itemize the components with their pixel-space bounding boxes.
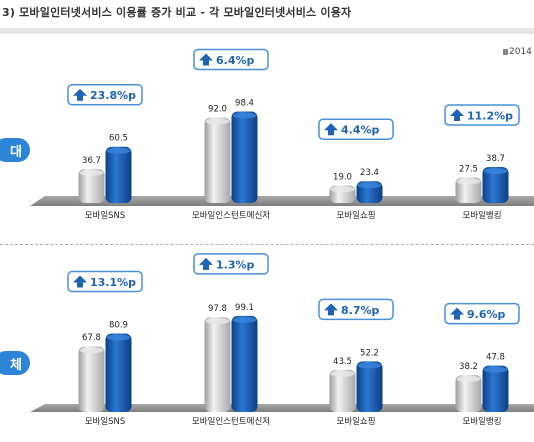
bar-top-cap [456, 375, 481, 382]
bar-series-2 [105, 333, 132, 412]
value-label: 97.8 [208, 304, 227, 314]
bar-series-1 [204, 117, 231, 203]
value-label: 92.0 [208, 104, 227, 114]
value-label: 99.1 [235, 303, 254, 313]
chart-title: 3) 모바일인터넷서비스 이용률 증가 비교 - 각 모바일인터넷서비스 이용자 [2, 6, 352, 19]
increase-bubble: 9.6%p [444, 302, 520, 325]
category-label: 모바일인스턴트메신저 [192, 210, 270, 221]
increase-bubble: 11.2%p [444, 104, 520, 126]
bar-series-2 [482, 365, 509, 412]
bar-series-1 [78, 168, 105, 203]
bar-top-cap [232, 112, 257, 119]
value-label: 67.8 [82, 333, 101, 343]
panel-divider [0, 244, 534, 245]
increase-bubble: 4.4%p [318, 118, 394, 140]
bar-top-cap [232, 316, 257, 323]
bar-top-cap [330, 370, 355, 377]
value-label: 38.2 [459, 362, 478, 372]
group-tag-top: 대 [0, 138, 30, 162]
up-arrow-icon [324, 303, 338, 316]
up-arrow-icon [324, 123, 338, 136]
value-label: 43.5 [333, 357, 352, 367]
value-label: 98.4 [235, 98, 254, 108]
bar-top-cap [79, 169, 104, 176]
bar-top-cap [205, 118, 230, 125]
category-label: 모바일인스턴트메신저 [192, 416, 270, 427]
bar-top-cap [106, 334, 131, 341]
increase-label: 23.8%p [90, 89, 136, 102]
value-label: 52.2 [360, 348, 379, 358]
bar-series-2 [231, 315, 258, 412]
value-label: 23.4 [360, 168, 379, 178]
up-arrow-icon [73, 88, 87, 101]
bar-series-1 [78, 346, 105, 412]
chart-floor [30, 196, 534, 206]
increase-label: 11.2%p [467, 110, 513, 123]
bubble-box [318, 298, 394, 321]
legend: 2014 [503, 47, 532, 57]
bubble-box [67, 270, 143, 293]
increase-label: 13.1%p [90, 276, 136, 289]
bar-top-cap [330, 186, 355, 193]
legend-label: 2014 [509, 47, 532, 57]
increase-bubble: 13.1%p [67, 270, 143, 293]
bubble-box [193, 253, 269, 275]
increase-label: 1.3%p [216, 258, 255, 271]
value-label: 36.7 [82, 156, 101, 166]
chart-panel-2: 67.8 80.9 모바일SNS 13.1%p 97.8 99.1 모바일인스턴트메신저 1.… [30, 253, 534, 427]
bubble-box [67, 83, 143, 106]
bubble-box [444, 302, 520, 325]
up-arrow-icon [199, 53, 213, 66]
increase-bubble: 1.3%p [193, 253, 269, 275]
value-label: 19.0 [333, 172, 352, 182]
increase-label: 6.4%p [216, 54, 255, 67]
bar-series-2 [482, 167, 509, 203]
increase-bubble: 6.4%p [193, 48, 269, 71]
up-arrow-icon [450, 307, 464, 320]
bar-top-cap [79, 347, 104, 354]
title-underline [0, 28, 534, 34]
bubble-box [193, 48, 269, 71]
increase-label: 9.6%p [467, 308, 506, 321]
bar-top-cap [357, 362, 382, 369]
value-label: 60.5 [109, 134, 128, 144]
bar-top-cap [456, 178, 481, 185]
group-tag-bottom: 체 [0, 351, 30, 375]
bar-top-cap [357, 182, 382, 189]
bar-series-1 [204, 317, 231, 412]
category-label: 모바일쇼핑 [336, 210, 375, 221]
legend-swatch [503, 48, 508, 55]
category-label: 모바일SNS [85, 210, 126, 221]
value-label: 47.8 [486, 353, 505, 363]
chart-floor [30, 404, 534, 412]
value-label: 38.7 [486, 154, 505, 164]
category-label: 모바일쇼핑 [336, 416, 375, 427]
value-label: 27.5 [459, 164, 478, 174]
increase-bubble: 8.7%p [318, 298, 394, 321]
category-label: 모바일SNS [85, 416, 126, 427]
bar-series-2 [231, 111, 258, 203]
bubble-box [444, 104, 520, 126]
up-arrow-icon [450, 109, 464, 122]
bar-top-cap [483, 366, 508, 373]
category-label: 모바일뱅킹 [462, 416, 501, 427]
increase-bubble: 23.8%p [67, 83, 143, 106]
bubble-box [318, 118, 394, 140]
bar-series-1 [329, 369, 356, 412]
chart-panel-1: 36.7 60.5 모바일SNS 23.8%p 92.0 98.4 모바일인스턴트메신저 6.… [30, 48, 534, 221]
bar-top-cap [106, 147, 131, 154]
category-label: 모바일뱅킹 [462, 210, 501, 221]
value-label: 80.9 [109, 321, 128, 331]
bar-top-cap [483, 168, 508, 175]
up-arrow-icon [73, 275, 87, 288]
bar-series-2 [356, 361, 383, 412]
bar-series-1 [455, 374, 482, 412]
bar-top-cap [205, 318, 230, 325]
increase-label: 4.4%p [341, 124, 380, 137]
increase-label: 8.7%p [341, 304, 380, 317]
up-arrow-icon [199, 257, 213, 270]
bar-series-2 [105, 146, 132, 203]
